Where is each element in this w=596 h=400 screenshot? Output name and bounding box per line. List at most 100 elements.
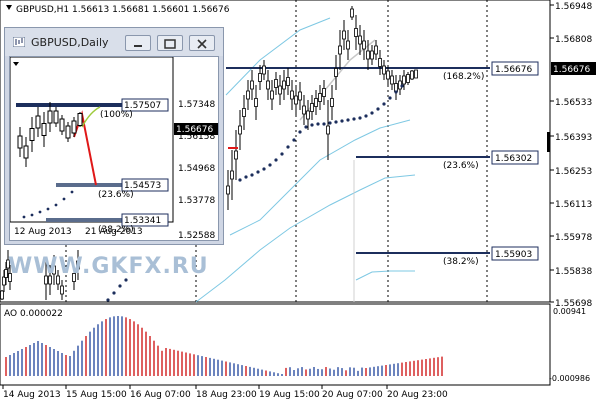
- daily-candle-body: [65, 125, 71, 139]
- time-tick-label: 16 Aug 07:00: [130, 390, 191, 400]
- maximize-button[interactable]: [157, 35, 183, 51]
- candle-body: [402, 75, 406, 85]
- sar-dot: [382, 102, 386, 106]
- daily-sar-dot: [38, 210, 42, 214]
- daily-chart-body[interactable]: 1.57507 1.54573 1.53341 (100%) (23.6%) (…: [9, 56, 219, 241]
- minimize-button[interactable]: [125, 35, 151, 51]
- price-axis-marker: [547, 132, 550, 152]
- daily-candle-body: [17, 135, 23, 149]
- price-tick-label: 1.56393: [555, 133, 592, 143]
- daily-sar-dot: [22, 215, 26, 219]
- daily-price-tick-label: 1.54968: [178, 164, 215, 174]
- daily-fib-price-100: 1.57507: [124, 101, 161, 111]
- daily-price-tick-label: 1.52588: [178, 231, 215, 240]
- close-icon: [197, 39, 207, 49]
- sar-dot: [280, 152, 284, 156]
- daily-chart-window[interactable]: GBPUSD,Daily 1.57507 1.54573 1.53341 (: [4, 27, 224, 245]
- fib-price-box-1: [491, 61, 539, 76]
- watermark: WWW.GKFX.RU: [8, 254, 209, 279]
- time-tick-label: 20 Aug 07:00: [322, 390, 383, 400]
- maximize-icon: [164, 39, 176, 49]
- daily-candlesticks: [17, 102, 83, 167]
- ao-panel[interactable]: [0, 303, 551, 386]
- sar-dot: [388, 96, 392, 100]
- ao-scale-bottom: -0.000986: [549, 374, 590, 383]
- sar-dot: [340, 119, 344, 123]
- candle-body: [370, 50, 374, 60]
- candle-body: [226, 185, 230, 195]
- sar-dot: [352, 117, 356, 121]
- candle-body: [406, 74, 410, 83]
- price-tick-label: 1.56808: [555, 35, 592, 45]
- candle-body: [56, 275, 60, 285]
- daily-candle-body: [53, 110, 59, 124]
- daily-fib-box-2: [121, 178, 169, 192]
- candle-body: [394, 83, 398, 92]
- sar-dot: [400, 84, 404, 88]
- candle-body: [378, 58, 382, 67]
- fib-price-382: 1.55903: [495, 250, 532, 260]
- candle-body: [366, 50, 370, 60]
- daily-fib-pct-382: (38.2%): [98, 225, 134, 235]
- daily-fib-pct-100: (100%): [100, 110, 133, 120]
- minimize-icon: [134, 45, 142, 47]
- sar-dot: [124, 278, 128, 282]
- daily-chart[interactable]: 1.57507 1.54573 1.53341 (100%) (23.6%) (…: [9, 56, 218, 241]
- fib-pct-236: (23.6%): [443, 161, 479, 171]
- price-tick-label: 1.55698: [555, 299, 592, 309]
- sar-dot: [292, 138, 296, 142]
- candle-body: [314, 98, 318, 107]
- daily-price-tick-label: 1.56158: [178, 132, 215, 142]
- candle-body: [76, 260, 80, 270]
- candle-body: [374, 45, 378, 55]
- candle-body: [362, 40, 366, 50]
- price-tick-label: 1.56948: [555, 2, 592, 12]
- fib-levels-main: [226, 67, 490, 302]
- candle-body: [246, 90, 250, 100]
- candle-body: [52, 265, 56, 275]
- candle-body: [310, 103, 314, 112]
- ao-label: AO 0.000022: [4, 309, 63, 319]
- sar-dot: [298, 130, 302, 134]
- sar-dot: [118, 284, 122, 288]
- candle-body: [414, 69, 418, 79]
- sar-dot: [316, 122, 320, 126]
- regression-channel: [195, 17, 416, 303]
- chart-window-icon: [13, 37, 25, 47]
- candle-body: [274, 79, 278, 88]
- ao-scale-top: 0.00941: [553, 307, 586, 316]
- sar-dot: [286, 145, 290, 149]
- daily-candle-body: [41, 123, 47, 136]
- sar-dot: [112, 291, 116, 295]
- fib-pct-1682: (168.2%): [443, 72, 484, 82]
- daily-candle-body: [59, 118, 65, 132]
- daily-time-label-2: 21 Aug 2013: [85, 227, 143, 237]
- window-title-bar[interactable]: GBPUSD,Daily: [5, 28, 223, 56]
- sar-dot: [250, 173, 254, 177]
- sar-dot: [274, 158, 278, 162]
- fib-price-1682: 1.56676: [495, 65, 532, 75]
- candle-body: [330, 98, 334, 107]
- candle-body: [410, 70, 414, 80]
- price-tick-label: 1.56253: [555, 167, 592, 177]
- sar-dot: [262, 167, 266, 171]
- candle-body: [254, 98, 258, 107]
- close-button[interactable]: [189, 35, 215, 51]
- sar-dot: [370, 111, 374, 115]
- daily-fib-box-3: [121, 213, 169, 227]
- candle-body: [294, 95, 298, 105]
- time-axis: 14 Aug 2013 15 Aug 15:00 16 Aug 07:00 18 Au…: [2, 385, 448, 400]
- time-tick-label: 15 Aug 15:00: [66, 390, 127, 400]
- daily-fib-price-236: 1.54573: [124, 181, 161, 191]
- candle-body: [6, 259, 10, 269]
- time-tick-label: 20 Aug 23:00: [387, 390, 448, 400]
- parabolic-sar-dots: [106, 84, 404, 302]
- candle-body: [354, 28, 358, 37]
- candle-body: [238, 125, 242, 135]
- candle-body: [60, 285, 64, 295]
- time-tick-label: 19 Aug 15:00: [259, 390, 320, 400]
- sar-dot: [376, 107, 380, 111]
- daily-price-axis: 1.57348 1.56158 1.54968 1.53778 1.52588: [178, 100, 215, 241]
- candle-body: [302, 105, 306, 115]
- daily-candle-body: [35, 115, 41, 129]
